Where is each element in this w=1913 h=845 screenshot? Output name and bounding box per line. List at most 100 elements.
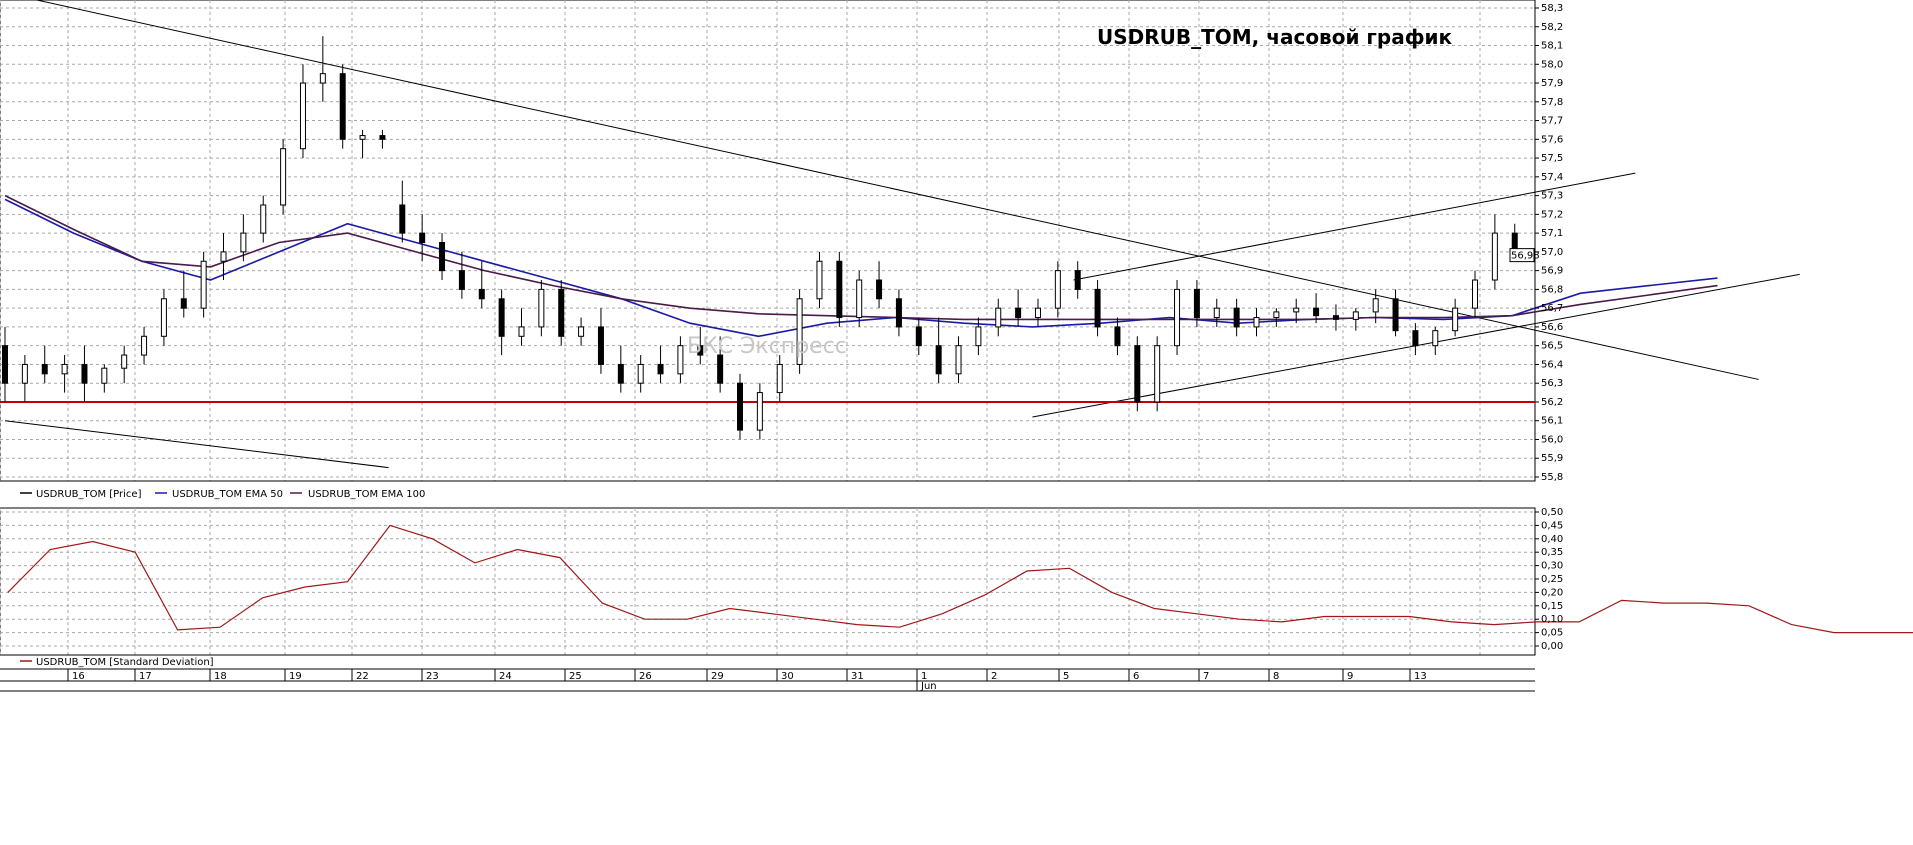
y-tick-label: 0,20: [1541, 587, 1563, 598]
x-tick-label: 24: [499, 671, 512, 682]
candle-body: [558, 288, 565, 337]
y-tick-label: 58,0: [1541, 59, 1563, 70]
candle-body: [1452, 307, 1459, 332]
y-tick-label: 0,40: [1541, 534, 1563, 545]
y-tick-label: 57,0: [1541, 247, 1563, 258]
y-tick-label: 56,5: [1541, 341, 1563, 352]
candle-body: [439, 242, 446, 272]
y-tick-label: 56,4: [1541, 359, 1563, 370]
y-tick-label: 0,45: [1541, 520, 1563, 531]
y-tick-label: 0,00: [1541, 641, 1563, 652]
last-price-box: [1509, 248, 1535, 263]
price-panel: 58,3 58,2 58,1 58,0 57,9 57,8 57,7 57,6 57,5 57,4…: [0, 0, 1800, 483]
y-tick-label: 0,30: [1541, 561, 1563, 572]
trend-line: [4, 420, 389, 469]
stddev-line: [7, 524, 1913, 634]
x-tick-label: 2: [991, 671, 997, 682]
price-panel-frame: [0, 0, 1536, 482]
candle-body: [677, 345, 684, 375]
y-tick-label: 55,9: [1541, 453, 1563, 464]
candle-body: [319, 73, 326, 84]
x-tick-label: 16: [72, 671, 85, 682]
candle-body: [478, 288, 485, 300]
y-tick-label: 56,7: [1541, 303, 1563, 314]
candle-body: [1154, 345, 1161, 403]
candle-body: [895, 298, 902, 328]
y-tick-label: 57,5: [1541, 153, 1563, 164]
x-tick-label: 6: [1133, 671, 1139, 682]
x-tick-label: 26: [639, 671, 652, 682]
stddev-panel-frame: [0, 507, 1536, 656]
candle-body: [578, 326, 585, 337]
legend-price-label: USDRUB_TOM [Price]: [36, 489, 142, 500]
x-tick-label: 17: [139, 671, 152, 682]
candle-body: [141, 335, 148, 356]
y-tick-label: 57,4: [1541, 172, 1563, 183]
candle-body: [1134, 345, 1141, 403]
time-ticks: 16 17 18 19 22 23 24 25 26 29 30 31 1 2 5 6 7 8 9 13: [67, 669, 1427, 691]
candle-body: [1094, 288, 1101, 328]
candle-body: [1273, 311, 1280, 319]
candle-body: [61, 363, 68, 375]
x-tick-label: 31: [851, 671, 864, 682]
candle-body: [41, 363, 48, 375]
candle-body: [21, 363, 28, 384]
candle-body: [1213, 307, 1220, 319]
candle-body: [160, 298, 167, 337]
y-tick-label: 0,05: [1541, 628, 1563, 639]
stddev-panel: 0,50 0,45 0,40 0,35 0,30 0,25 0,20 0,15 0,10 0,05…: [0, 507, 1913, 656]
candle-body: [180, 298, 187, 309]
watermark: БКС Экспресс: [687, 334, 847, 359]
candle-body: [935, 345, 942, 375]
y-tick-label: 58,3: [1541, 3, 1563, 14]
candle-body: [955, 345, 962, 375]
x-tick-label: 25: [569, 671, 582, 682]
y-tick-label: 56,0: [1541, 434, 1563, 445]
candle-body: [1491, 232, 1498, 281]
candle-body: [1174, 288, 1181, 347]
stddev-series-line: [7, 524, 1913, 634]
x-tick-label: 9: [1347, 671, 1353, 682]
y-tick-label: 57,6: [1541, 134, 1563, 145]
candle-body: [1432, 330, 1439, 347]
candle-body: [995, 307, 1002, 328]
candle-body: [299, 82, 306, 150]
candle-body: [260, 204, 267, 234]
last-price-marker: 56,98: [1509, 248, 1540, 263]
candle-body: [1372, 298, 1379, 313]
stddev-axis: 0,50 0,45 0,40 0,35 0,30 0,25 0,20 0,15 0,10 0,05…: [1535, 507, 1563, 652]
candle-body: [697, 345, 704, 356]
candle-body: [1412, 330, 1419, 347]
stddev-legend: USDRUB_TOM [Standard Deviation]: [0, 654, 1535, 668]
candle-body: [776, 363, 783, 394]
candle-body: [1034, 307, 1041, 319]
candle-body: [339, 73, 346, 140]
candle-body: [518, 326, 525, 337]
candle-body: [359, 135, 366, 140]
y-tick-label: 57,9: [1541, 78, 1563, 89]
candle-body: [657, 363, 664, 375]
x-tick-label: 30: [781, 671, 794, 682]
candle-body: [399, 204, 406, 234]
candle-body: [1114, 326, 1121, 347]
x-tick-label: 23: [426, 671, 439, 682]
y-tick-label: 56,9: [1541, 266, 1563, 277]
y-tick-label: 58,2: [1541, 22, 1563, 33]
y-tick-label: 57,1: [1541, 228, 1563, 239]
x-tick-label: 18: [214, 671, 227, 682]
candle-body: [240, 232, 247, 253]
x-tick-label: 19: [289, 671, 302, 682]
candle-body: [836, 260, 843, 319]
price-legend: USDRUB_TOM [Price] USDRUB_TOM EMA 50 USD…: [0, 480, 1535, 500]
candle-body: [796, 298, 803, 365]
y-tick-label: 56,8: [1541, 284, 1563, 295]
chart-title: USDRUB_TOM, часовой график: [1097, 25, 1453, 49]
candle-body: [975, 326, 982, 347]
candle-body: [1392, 298, 1399, 332]
candle-body: [756, 392, 763, 431]
y-tick-label: 0,35: [1541, 547, 1563, 558]
candle-body: [280, 148, 287, 206]
y-tick-label: 57,3: [1541, 191, 1563, 202]
price-grid: [0, 0, 1535, 481]
